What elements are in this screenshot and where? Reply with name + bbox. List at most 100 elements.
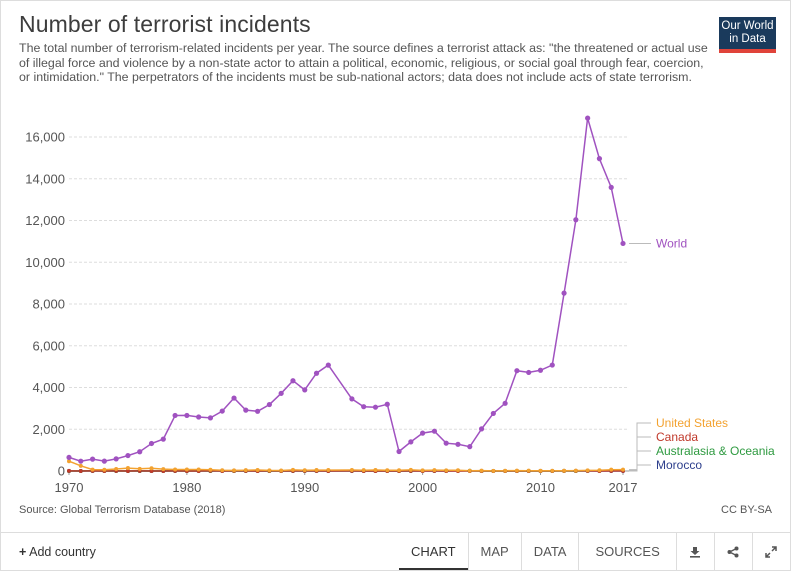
data-point — [196, 414, 202, 420]
data-point — [561, 290, 567, 296]
data-point — [219, 408, 225, 414]
data-point — [597, 468, 602, 473]
y-tick-label: 12,000 — [25, 213, 65, 228]
data-point — [149, 466, 154, 471]
tab-data[interactable]: DATA — [520, 533, 579, 570]
data-point — [207, 415, 214, 421]
owid-logo[interactable]: Our World in Data — [719, 17, 776, 53]
data-point — [302, 468, 307, 473]
data-point — [67, 468, 71, 473]
data-point — [349, 396, 355, 402]
download-button[interactable] — [675, 533, 714, 570]
series-points — [66, 115, 626, 473]
series-label: Canada — [656, 430, 698, 444]
tab-chart[interactable]: CHART — [399, 533, 468, 570]
expand-button[interactable] — [751, 533, 790, 570]
data-point — [397, 468, 402, 473]
data-point — [550, 468, 555, 473]
data-point — [431, 428, 438, 434]
data-point — [420, 468, 425, 473]
data-point — [279, 468, 284, 473]
label-leader — [629, 436, 651, 472]
data-point — [89, 456, 96, 462]
series-lines — [68, 117, 624, 472]
data-point — [78, 468, 83, 473]
data-point — [478, 426, 485, 432]
data-point — [160, 436, 166, 442]
data-point — [184, 467, 189, 472]
data-point — [313, 370, 320, 376]
data-point — [208, 467, 213, 472]
data-point — [102, 467, 107, 472]
data-point — [254, 408, 261, 414]
x-tick-label: 2017 — [609, 480, 638, 495]
share-button[interactable] — [713, 533, 752, 570]
expand-icon — [765, 545, 778, 558]
data-point — [537, 367, 544, 373]
data-point — [408, 467, 413, 472]
data-point — [562, 468, 567, 473]
data-point — [137, 466, 142, 471]
tab-map[interactable]: MAP — [467, 533, 521, 570]
data-point — [384, 401, 390, 407]
data-point — [114, 467, 119, 472]
data-point — [290, 378, 296, 384]
label-leader — [629, 450, 651, 472]
data-point — [101, 458, 107, 464]
data-point — [361, 468, 366, 473]
series-label: World — [656, 236, 687, 250]
data-point — [455, 468, 460, 473]
data-point — [608, 184, 614, 190]
data-point — [549, 362, 555, 368]
data-point — [408, 439, 414, 445]
series-label: Australasia & Oceania — [656, 444, 775, 458]
series-line — [68, 117, 624, 462]
data-point — [266, 401, 272, 408]
data-point — [502, 400, 508, 406]
data-point — [373, 468, 378, 473]
data-point — [196, 467, 201, 472]
data-point — [255, 467, 260, 472]
data-point — [444, 468, 449, 473]
data-point — [78, 458, 84, 464]
data-point — [161, 467, 166, 472]
logo-line-2: in Data — [729, 33, 766, 45]
y-tick-label: 8,000 — [32, 297, 65, 312]
data-point — [455, 441, 461, 447]
add-country-button[interactable]: + Add country — [19, 545, 96, 559]
y-tick-label: 6,000 — [32, 338, 65, 353]
share-icon — [727, 546, 739, 557]
data-point — [148, 440, 155, 447]
license-link[interactable]: CC BY-SA — [721, 504, 772, 516]
data-point — [573, 468, 578, 473]
data-point — [243, 468, 248, 473]
tab-sources[interactable]: SOURCES — [578, 533, 675, 570]
x-tick-label: 1990 — [290, 480, 319, 495]
plus-icon: + — [19, 545, 27, 559]
source-note: Source: Global Terrorism Database (2018) — [19, 504, 226, 516]
data-point — [302, 387, 308, 393]
data-point — [78, 463, 83, 468]
chart-footer: + Add country CHART MAP DATA SOURCES — [1, 532, 790, 571]
data-point — [267, 468, 272, 473]
y-tick-label: 10,000 — [25, 255, 65, 270]
data-point — [361, 404, 367, 410]
data-point — [325, 362, 331, 368]
line-chart: 0 2,000 4,000 6,000 8,000 10,000 12,000 14,000 1… — [25, 115, 775, 495]
data-point — [538, 468, 543, 473]
data-point — [326, 468, 331, 473]
series-label: Morocco — [656, 458, 702, 472]
add-country-label: Add country — [29, 545, 96, 559]
data-point — [585, 115, 591, 121]
data-point — [503, 468, 508, 473]
data-point — [184, 412, 190, 419]
y-axis-ticks: 0 2,000 4,000 6,000 8,000 10,000 12,000 14,000 1… — [25, 130, 65, 479]
data-point — [526, 468, 531, 473]
data-point — [596, 156, 603, 162]
data-point — [514, 368, 520, 374]
data-point — [609, 467, 614, 472]
data-point — [526, 369, 532, 376]
data-point — [66, 454, 72, 461]
